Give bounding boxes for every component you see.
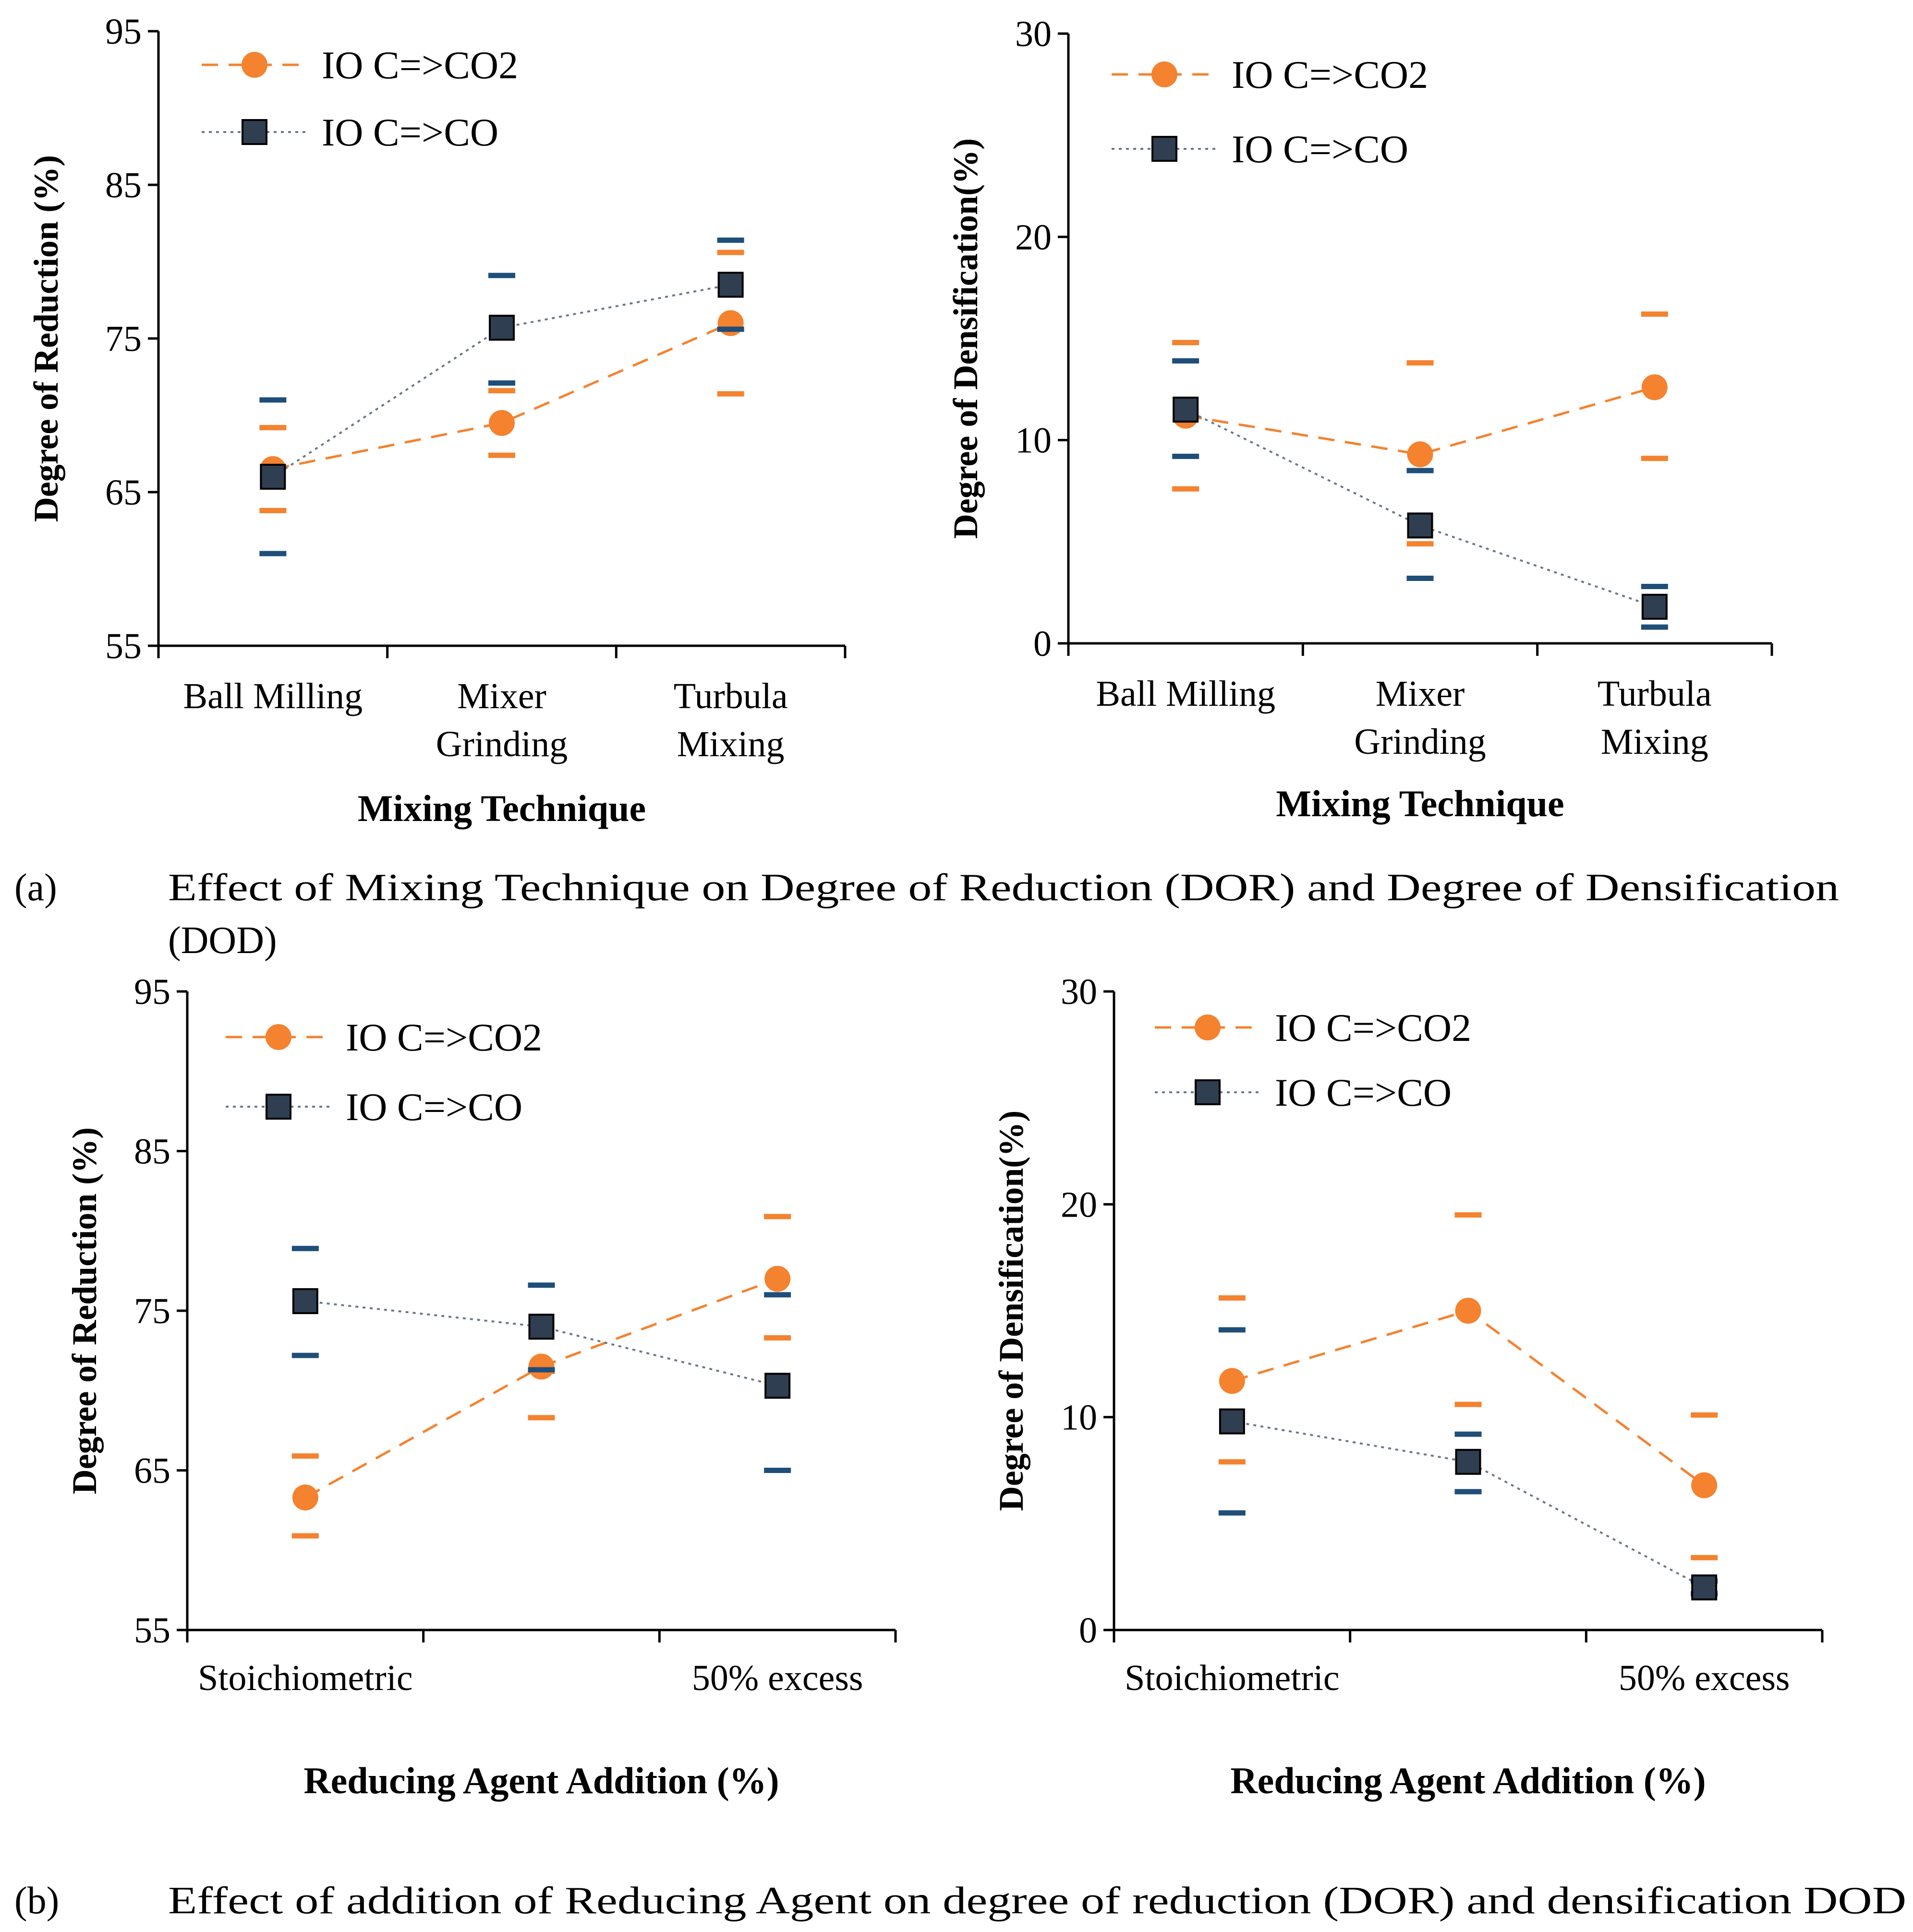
- y-tick-label: 65: [105, 472, 142, 513]
- legend-label-co2: IO C=>CO2: [1232, 53, 1428, 97]
- y-tick-label: 75: [105, 319, 142, 359]
- data-point-co: [1691, 1574, 1718, 1601]
- legend-marker-co2: [242, 52, 267, 78]
- x-tick-label: Ball Milling: [183, 676, 363, 716]
- data-point-co2: [1219, 1368, 1245, 1394]
- legend-marker-co2: [1151, 61, 1177, 87]
- data-point-co2: [489, 410, 515, 436]
- x-tick-label: Mixer: [457, 676, 546, 716]
- data-point-co2: [764, 1266, 791, 1292]
- y-tick-label: 0: [1033, 624, 1052, 664]
- panel-b-left-chart: 55 65 75 85 95 Stoichiometric 50% excess Reduci…: [65, 972, 897, 1801]
- x-tick-label: Stoichiometric: [1125, 1658, 1339, 1698]
- y-tick-label: 55: [105, 626, 142, 666]
- data-point-co2: [1407, 441, 1433, 468]
- legend-label-co: IO C=>CO: [1232, 127, 1408, 171]
- y-tick-label: 95: [105, 12, 142, 52]
- data-point-co: [1641, 593, 1668, 620]
- data-point-co: [528, 1314, 555, 1340]
- legend-marker-co2: [1195, 1014, 1221, 1040]
- legend-label-co: IO C=>CO: [322, 110, 498, 154]
- y-tick-label: 10: [1015, 421, 1052, 461]
- data-point-co2: [292, 1485, 318, 1511]
- x-tick-label: Grinding: [1354, 722, 1486, 762]
- legend-marker-co: [266, 1094, 291, 1120]
- caption-a-text: Effect of Mixing Technique on Degree of …: [168, 867, 1839, 909]
- y-tick-label: 65: [134, 1451, 170, 1491]
- data-point-co: [1173, 397, 1199, 423]
- legend-label-co: IO C=>CO: [1275, 1071, 1452, 1114]
- y-axis-title: Degree of Densification(%): [946, 138, 985, 539]
- data-point-co: [1455, 1449, 1481, 1475]
- y-axis-title: Degree of Densification(%): [992, 1111, 1030, 1511]
- data-point-co2: [1641, 374, 1668, 400]
- y-tick-label: 30: [1061, 972, 1097, 1012]
- data-point-co: [1407, 512, 1433, 539]
- x-tick-label: Turbula: [1598, 674, 1712, 714]
- panel-a-left-chart: 55 65 75 85 95 Ball Milling Mixer Grinding Turbu…: [27, 12, 847, 829]
- data-point-co: [489, 314, 515, 341]
- data-point-co2: [1691, 1472, 1718, 1498]
- panel-b-right-chart: 0 10 20 30 Stoichiometric 50% excess Reducing …: [992, 972, 1824, 1801]
- x-axis-title: Mixing Technique: [358, 787, 646, 829]
- x-tick-label: Mixing: [1601, 722, 1708, 762]
- y-tick-label: 0: [1079, 1610, 1097, 1651]
- data-point-co: [260, 464, 286, 490]
- y-tick-label: 10: [1061, 1398, 1097, 1438]
- series-line-co2: [272, 322, 731, 471]
- x-tick-label: Turbula: [674, 676, 788, 716]
- legend-label-co2: IO C=>CO2: [346, 1015, 542, 1059]
- x-tick-label: Mixer: [1376, 674, 1465, 714]
- y-tick-label: 20: [1061, 1184, 1097, 1225]
- x-tick-label: Grinding: [436, 724, 568, 764]
- y-axis-title: Degree of Reduction (%): [65, 1127, 104, 1494]
- x-tick-label: Ball Milling: [1096, 674, 1275, 714]
- legend-label-co2: IO C=>CO2: [1275, 1006, 1471, 1050]
- y-tick-label: 30: [1015, 14, 1052, 54]
- data-point-co: [292, 1288, 318, 1315]
- legend-marker-co: [242, 119, 267, 145]
- x-tick-label: 50% excess: [692, 1658, 863, 1698]
- caption-b-text: Effect of addition of Reducing Agent on …: [168, 1880, 1906, 1922]
- series-line-co2: [304, 1278, 778, 1499]
- y-tick-label: 55: [134, 1610, 170, 1651]
- caption-a-label: (a): [14, 867, 57, 909]
- y-tick-label: 85: [134, 1132, 170, 1172]
- x-tick-label: 50% excess: [1619, 1658, 1790, 1698]
- panel-a-right-chart: 0 10 20 30 Ball Milling Mixer Grinding Turbula M…: [946, 14, 1773, 824]
- legend-marker-co: [1151, 136, 1177, 162]
- y-tick-label: 95: [134, 972, 170, 1012]
- x-axis-title: Reducing Agent Addition (%): [1230, 1760, 1706, 1801]
- legend-marker-co: [1195, 1079, 1221, 1105]
- x-tick-label: Stoichiometric: [198, 1658, 412, 1698]
- data-point-co: [764, 1373, 791, 1399]
- data-point-co2: [717, 310, 744, 336]
- caption-b-label: (b): [14, 1880, 59, 1922]
- legend-label-co: IO C=>CO: [346, 1085, 522, 1129]
- data-point-co2: [1455, 1298, 1481, 1324]
- y-tick-label: 20: [1015, 217, 1052, 257]
- data-point-co2: [528, 1353, 555, 1380]
- data-point-co: [1219, 1408, 1245, 1435]
- legend-marker-co2: [266, 1024, 291, 1050]
- legend-label-co2: IO C=>CO2: [322, 43, 518, 87]
- y-tick-label: 75: [134, 1291, 170, 1331]
- x-axis-title: Mixing Technique: [1276, 783, 1564, 824]
- y-tick-label: 85: [105, 165, 142, 205]
- x-tick-label: Mixing: [677, 724, 785, 764]
- y-axis-title: Degree of Reduction (%): [27, 155, 65, 522]
- data-point-co: [717, 272, 744, 298]
- x-axis-title: Reducing Agent Addition (%): [303, 1760, 779, 1801]
- caption-a-text-continued: (DOD): [168, 919, 277, 962]
- series-line-co: [1232, 1420, 1705, 1589]
